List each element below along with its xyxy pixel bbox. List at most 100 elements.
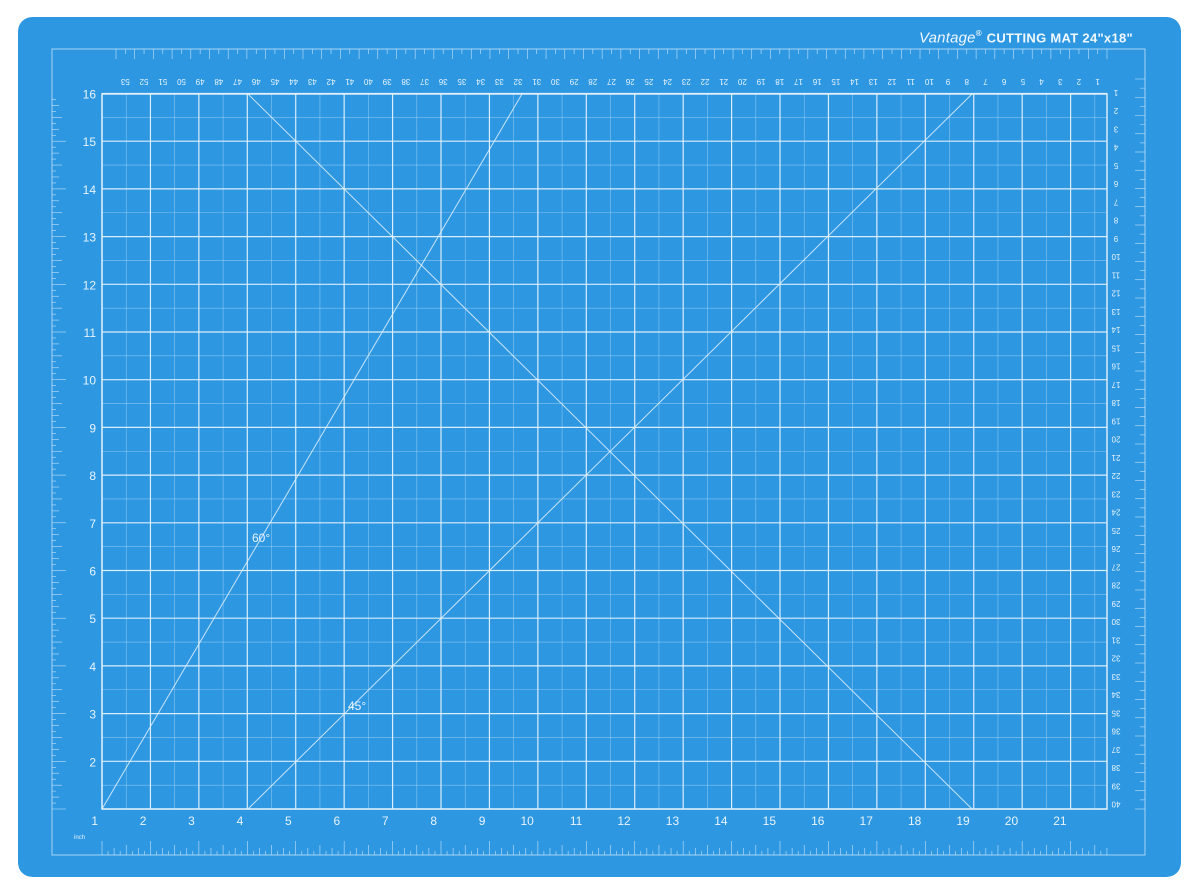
top-cm-label: 12 — [887, 77, 896, 86]
bottom-inch-label: 2 — [140, 814, 147, 828]
bottom-inch-label: 14 — [714, 814, 728, 828]
top-cm-label: 11 — [906, 77, 915, 86]
bottom-inch-label: 6 — [333, 814, 340, 828]
top-cm-label: 48 — [214, 77, 223, 86]
top-cm-label: 34 — [476, 77, 485, 86]
top-cm-label: 22 — [700, 77, 709, 86]
top-cm-label: 6 — [1001, 77, 1006, 86]
top-cm-label: 46 — [251, 77, 260, 86]
top-cm-label: 24 — [663, 77, 672, 86]
top-cm-label: 29 — [569, 77, 578, 86]
top-cm-label: 42 — [326, 77, 335, 86]
top-cm-label: 49 — [195, 77, 204, 86]
left-inch-label: 15 — [83, 135, 97, 149]
right-cm-label: 3 — [1113, 124, 1118, 133]
top-cm-label: 3 — [1057, 77, 1062, 86]
top-cm-label: 30 — [550, 77, 559, 86]
top-cm-label: 45 — [270, 77, 279, 86]
top-cm-label: 20 — [737, 77, 746, 86]
top-cm-label: 26 — [625, 77, 634, 86]
vantage-logo-icon: Vantage — [918, 29, 976, 47]
left-inch-label: 12 — [83, 278, 97, 292]
top-cm-label: 10 — [924, 77, 933, 86]
ruler-labels: 1 2 3 4 5 6 7 8 9 10 11 12 13 14 15 16 17 18 19 20 212345678… — [74, 77, 1120, 841]
top-cm-label: 44 — [289, 77, 298, 86]
right-cm-label: 27 — [1111, 562, 1120, 571]
bottom-inch-label: 5 — [285, 814, 292, 828]
right-cm-label: 10 — [1111, 252, 1120, 261]
right-cm-label: 12 — [1111, 289, 1120, 298]
bottom-inch-label: 11 — [570, 814, 583, 828]
right-cm-label: 25 — [1111, 526, 1120, 535]
left-inch-label: 3 — [89, 708, 96, 722]
top-cm-label: 16 — [812, 77, 821, 86]
top-cm-label: 21 — [719, 77, 728, 86]
units-label: inch — [74, 835, 85, 841]
right-cm-label: 26 — [1111, 544, 1120, 553]
top-cm-label: 19 — [756, 77, 765, 86]
top-cm-label: 28 — [588, 77, 597, 86]
top-cm-label: 41 — [345, 77, 354, 86]
right-cm-label: 14 — [1111, 325, 1120, 334]
right-cm-label: 40 — [1111, 800, 1120, 809]
right-cm-label: 32 — [1111, 654, 1120, 663]
right-cm-label: 15 — [1111, 343, 1120, 352]
left-inch-label: 16 — [83, 88, 97, 102]
left-inch-label: 7 — [89, 517, 96, 531]
left-inch-label: 8 — [89, 469, 96, 483]
right-cm-label: 30 — [1111, 617, 1120, 626]
top-cm-label: 47 — [233, 77, 242, 86]
top-cm-label: 51 — [158, 77, 167, 86]
left-inch-label: 2 — [89, 755, 96, 769]
top-cm-label: 43 — [307, 77, 316, 86]
angle-label-60: 60° — [252, 531, 270, 545]
right-cm-label: 38 — [1111, 763, 1120, 772]
top-cm-label: 13 — [868, 77, 877, 86]
left-inch-label: 9 — [89, 421, 96, 435]
right-cm-label: 22 — [1111, 471, 1120, 480]
bottom-inch-label: 7 — [382, 814, 389, 828]
top-cm-label: 33 — [494, 77, 503, 86]
right-cm-label: 37 — [1111, 745, 1120, 754]
mat-brand: Vantage® CUTTING MAT 24"x18" — [919, 29, 1133, 47]
top-cm-label: 25 — [644, 77, 653, 86]
bottom-inch-label: 8 — [430, 814, 437, 828]
right-cm-label: 39 — [1111, 781, 1120, 790]
right-cm-label: 34 — [1111, 690, 1120, 699]
right-cm-label: 9 — [1113, 234, 1118, 243]
top-cm-label: 31 — [532, 77, 541, 86]
top-cm-label: 35 — [457, 77, 466, 86]
right-cm-label: 17 — [1111, 380, 1120, 389]
right-cm-label: 16 — [1111, 362, 1120, 371]
right-cm-label: 7 — [1113, 197, 1118, 206]
top-cm-label: 39 — [382, 77, 391, 86]
bottom-inch-label: 9 — [479, 814, 486, 828]
angle-guide-45-reverse — [247, 93, 973, 810]
right-cm-label: 4 — [1113, 143, 1118, 152]
ruler-ticks — [52, 49, 1145, 855]
bottom-inch-label: 21 — [1053, 814, 1067, 828]
top-cm-label: 27 — [607, 77, 616, 86]
left-inch-label: 4 — [89, 660, 96, 674]
left-inch-label: 6 — [89, 565, 96, 579]
top-cm-label: 17 — [793, 77, 802, 86]
right-cm-label: 20 — [1111, 435, 1120, 444]
top-cm-label: 8 — [964, 77, 969, 86]
right-cm-label: 18 — [1111, 398, 1120, 407]
right-cm-label: 1 — [1113, 88, 1118, 97]
top-cm-label: 9 — [945, 77, 950, 86]
bottom-inch-label: 18 — [908, 814, 922, 828]
mat-title: CUTTING MAT 24"x18" — [986, 30, 1133, 46]
top-cm-label: 32 — [513, 77, 522, 86]
right-cm-label: 28 — [1111, 581, 1120, 590]
right-cm-label: 21 — [1111, 453, 1120, 462]
left-inch-label: 13 — [83, 231, 97, 245]
major-grid — [51, 48, 1146, 856]
top-cm-label: 36 — [438, 77, 447, 86]
right-cm-label: 29 — [1111, 599, 1120, 608]
right-cm-label: 35 — [1111, 708, 1120, 717]
cutting-mat-grid: 1 2 3 4 5 6 7 8 9 10 11 12 13 14 15 16 17 18 19 20 212345678… — [18, 17, 1181, 877]
right-cm-label: 36 — [1111, 727, 1120, 736]
bottom-inch-label: 20 — [1005, 814, 1019, 828]
right-cm-label: 5 — [1113, 161, 1118, 170]
